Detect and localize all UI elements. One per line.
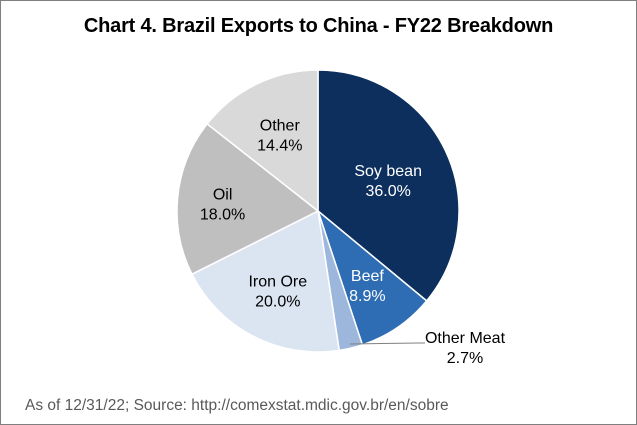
pie-slice-iron-ore xyxy=(190,209,341,353)
slice-label-other-meat: Other Meat xyxy=(425,330,506,347)
slice-value-beef: 8.9% xyxy=(349,288,385,305)
chart-title: Chart 4. Brazil Exports to China - FY22 … xyxy=(83,15,554,37)
slice-value-other-meat: 2.7% xyxy=(447,350,483,367)
source-note: As of 12/31/22; Source: http://comexstat… xyxy=(25,397,449,414)
slice-value-soy-bean: 36.0% xyxy=(365,183,410,200)
pie-slice-soy-bean xyxy=(317,69,460,302)
slice-label-oil: Oil xyxy=(213,186,233,203)
slice-label-iron-ore: Iron Ore xyxy=(248,274,307,291)
pie-slice-other xyxy=(206,69,319,213)
slice-label-other: Other xyxy=(260,117,301,134)
slice-label-beef: Beef xyxy=(351,268,384,285)
slice-value-iron-ore: 20.0% xyxy=(255,294,300,311)
slice-value-oil: 18.0% xyxy=(200,206,245,223)
pie-slice-oil xyxy=(176,122,320,276)
slice-label-soy-bean: Soy bean xyxy=(354,163,422,180)
leader-line-other-meat xyxy=(349,342,425,345)
slice-value-other: 14.4% xyxy=(257,137,302,154)
